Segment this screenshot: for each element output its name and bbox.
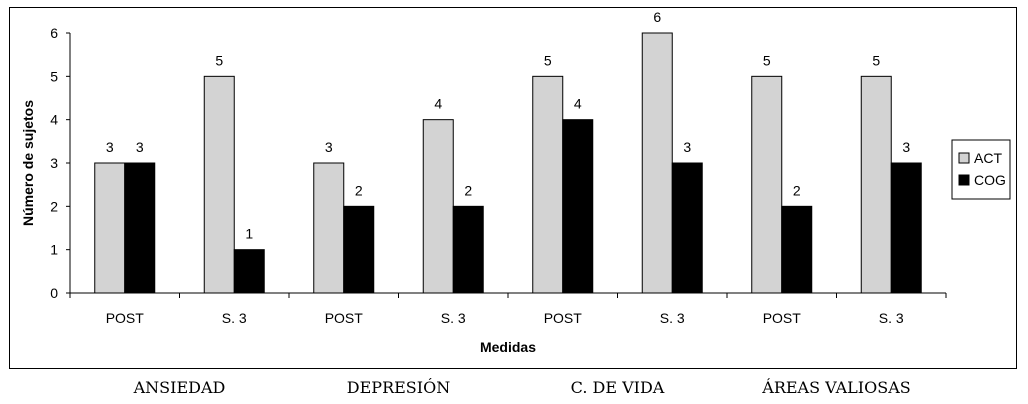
bar-act bbox=[422, 119, 454, 294]
y-tick-label: 3 bbox=[50, 155, 58, 171]
data-label: 3 bbox=[136, 139, 144, 155]
x-tick-label: POST bbox=[325, 310, 364, 326]
x-tick-label: POST bbox=[106, 310, 145, 326]
legend-box bbox=[951, 139, 1011, 200]
x-tick-label: POST bbox=[763, 310, 802, 326]
x-tick-label: S. 3 bbox=[222, 310, 247, 326]
data-label: 5 bbox=[763, 52, 771, 68]
bar-cog bbox=[452, 205, 484, 294]
y-tick-label: 2 bbox=[50, 198, 58, 214]
legend-label-act: ACT bbox=[974, 150, 1002, 166]
data-label: 2 bbox=[793, 182, 801, 198]
bar-act bbox=[313, 162, 345, 294]
x-axis-title: Medidas bbox=[480, 339, 536, 355]
x-tick-label: S. 3 bbox=[441, 310, 466, 326]
y-tick-label: 5 bbox=[50, 68, 58, 84]
bar-act bbox=[641, 32, 673, 294]
x-tick-label: S. 3 bbox=[660, 310, 685, 326]
bar-cog bbox=[343, 205, 375, 294]
y-tick-label: 1 bbox=[50, 242, 58, 258]
bar-cog bbox=[671, 162, 703, 294]
legend-label-cog: COG bbox=[974, 172, 1006, 188]
legend-swatch-cog bbox=[958, 174, 970, 186]
bar-cog bbox=[890, 162, 922, 294]
data-label: 4 bbox=[434, 96, 442, 112]
y-tick-label: 6 bbox=[50, 25, 58, 41]
data-label: 1 bbox=[245, 226, 253, 242]
bar-act bbox=[532, 75, 564, 294]
bar-act bbox=[94, 162, 126, 294]
bar-cog bbox=[781, 205, 813, 294]
legend-swatch-act bbox=[958, 152, 970, 164]
data-label: 3 bbox=[325, 139, 333, 155]
data-label: 2 bbox=[355, 182, 363, 198]
data-label: 4 bbox=[574, 96, 582, 112]
bar-act bbox=[203, 75, 235, 294]
data-label: 5 bbox=[215, 52, 223, 68]
group-label: ÁREAS VALIOSAS bbox=[762, 378, 911, 397]
y-tick-label: 0 bbox=[50, 285, 58, 301]
y-axis-title: Número de sujetos bbox=[20, 100, 36, 226]
bar-act bbox=[751, 75, 783, 294]
data-label: 3 bbox=[106, 139, 114, 155]
group-labels-row: ANSIEDAD DEPRESIÓN C. DE VIDA ÁREAS VALIOSA… bbox=[0, 378, 1028, 402]
data-label: 5 bbox=[872, 52, 880, 68]
data-label: 5 bbox=[544, 52, 552, 68]
bar-act bbox=[860, 75, 892, 294]
bar-cog bbox=[233, 249, 265, 294]
group-label: ANSIEDAD bbox=[133, 378, 226, 397]
y-tick-label: 4 bbox=[50, 112, 58, 128]
data-label: 3 bbox=[902, 139, 910, 155]
x-tick-label: S. 3 bbox=[879, 310, 904, 326]
group-label: C. DE VIDA bbox=[570, 378, 665, 397]
bar-cog bbox=[124, 162, 156, 294]
data-label: 3 bbox=[683, 139, 691, 155]
data-label: 6 bbox=[653, 9, 661, 25]
group-label: DEPRESIÓN bbox=[346, 378, 451, 397]
data-label: 2 bbox=[464, 182, 472, 198]
chart-frame bbox=[9, 7, 1017, 369]
x-tick-label: POST bbox=[544, 310, 583, 326]
bar-cog bbox=[562, 119, 594, 294]
